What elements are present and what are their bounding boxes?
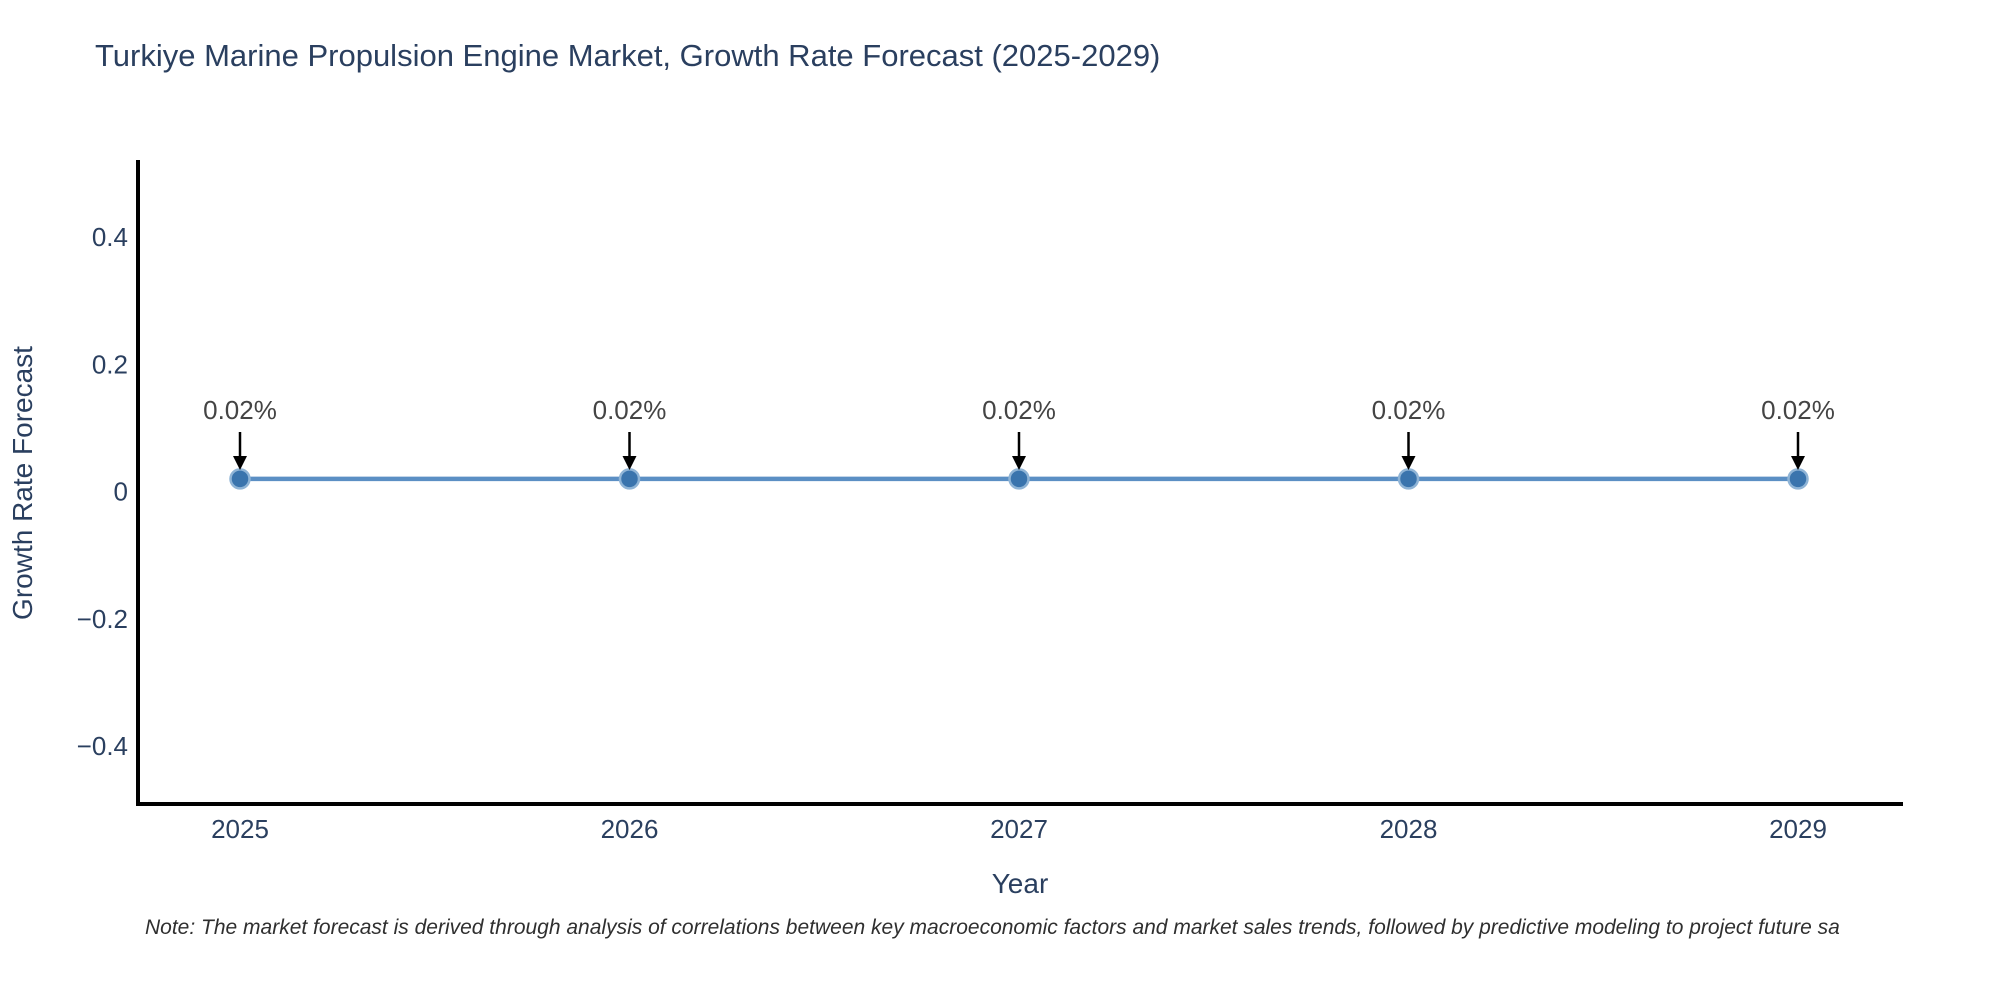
annotation-arrowhead-icon bbox=[1401, 456, 1416, 470]
data-label: 0.02% bbox=[593, 395, 667, 425]
x-tick-label: 2027 bbox=[990, 814, 1048, 844]
annotation-arrowhead-icon bbox=[1012, 456, 1026, 470]
data-label: 0.02% bbox=[982, 395, 1056, 425]
data-label: 0.02% bbox=[203, 395, 277, 425]
data-point-marker[interactable] bbox=[618, 468, 641, 490]
data-point-marker[interactable] bbox=[229, 468, 251, 490]
data-label: 0.02% bbox=[1761, 395, 1835, 425]
data-label: 0.02% bbox=[1372, 395, 1446, 425]
x-axis-title: Year bbox=[992, 868, 1049, 899]
y-tick-label: −0.4 bbox=[77, 731, 128, 761]
data-point-marker[interactable] bbox=[1397, 468, 1420, 490]
y-tick-label: −0.2 bbox=[77, 604, 128, 634]
annotation-arrowhead-icon bbox=[233, 456, 247, 470]
x-tick-label: 2029 bbox=[1769, 814, 1827, 844]
x-tick-label: 2026 bbox=[601, 814, 659, 844]
chart-title: Turkiye Marine Propulsion Engine Market,… bbox=[95, 38, 1161, 73]
annotation-arrowhead-icon bbox=[1791, 456, 1805, 470]
annotation-arrowhead-icon bbox=[622, 456, 637, 470]
axis-lines bbox=[136, 160, 1903, 806]
y-tick-label: 0.2 bbox=[92, 349, 128, 379]
data-point-marker[interactable] bbox=[1008, 468, 1030, 490]
footnote: Note: The market forecast is derived thr… bbox=[145, 916, 1840, 939]
data-point-marker[interactable] bbox=[1787, 468, 1809, 490]
x-tick-label: 2025 bbox=[211, 814, 269, 844]
y-axis-title: Growth Rate Forecast bbox=[7, 346, 38, 620]
x-tick-label: 2028 bbox=[1380, 814, 1438, 844]
y-tick-label: 0.4 bbox=[92, 222, 128, 252]
y-tick-label: 0 bbox=[114, 477, 128, 507]
